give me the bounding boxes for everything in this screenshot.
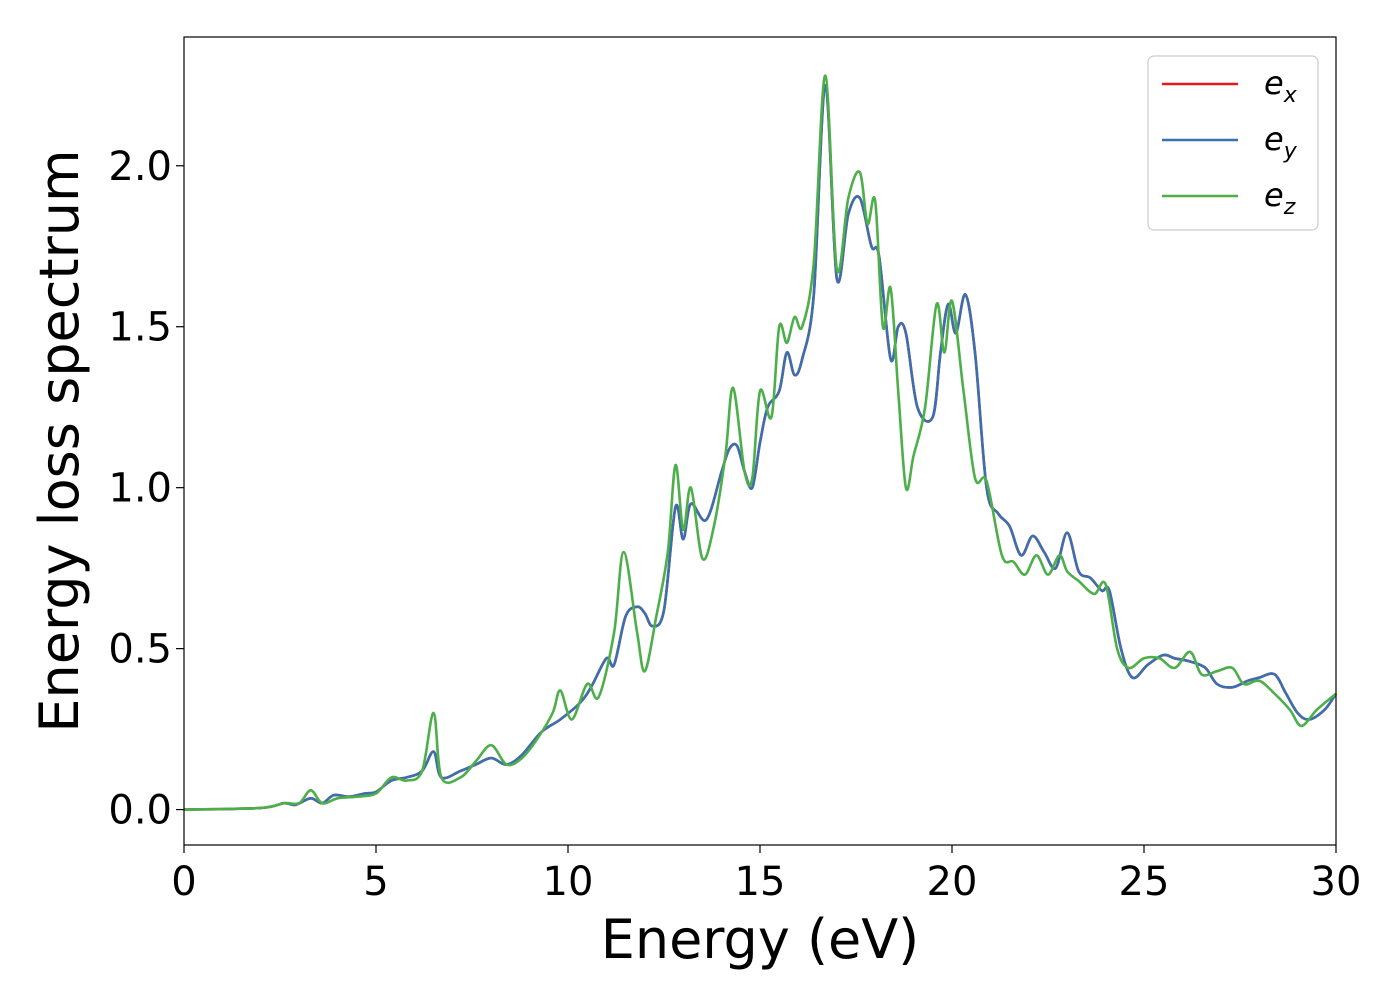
x-tick-label: 5 bbox=[363, 859, 388, 905]
y-tick-label: 0.0 bbox=[108, 788, 172, 834]
x-tick-label: 25 bbox=[1119, 859, 1170, 905]
x-tick-label: 20 bbox=[927, 859, 978, 905]
x-tick-label: 15 bbox=[735, 859, 786, 905]
y-tick-label: 2.0 bbox=[108, 144, 172, 190]
x-ticks: 0 5 10 15 20 25 30 bbox=[171, 845, 1361, 905]
y-tick-label: 1.0 bbox=[108, 466, 172, 512]
y-tick-label: 1.5 bbox=[108, 305, 172, 351]
x-tick-label: 0 bbox=[171, 859, 196, 905]
x-tick-label: 30 bbox=[1311, 859, 1362, 905]
legend-box bbox=[1147, 55, 1319, 231]
y-tick-label: 0.5 bbox=[108, 627, 172, 673]
series-line-z bbox=[183, 74, 1337, 811]
series-layer bbox=[183, 74, 1338, 811]
x-tick-label: 10 bbox=[543, 859, 594, 905]
y-ticks: 0.0 0.5 1.0 1.5 2.0 bbox=[108, 144, 184, 834]
y-axis-label: Energy loss spectrum bbox=[28, 149, 91, 732]
x-axis-label: Energy (eV) bbox=[601, 908, 920, 971]
